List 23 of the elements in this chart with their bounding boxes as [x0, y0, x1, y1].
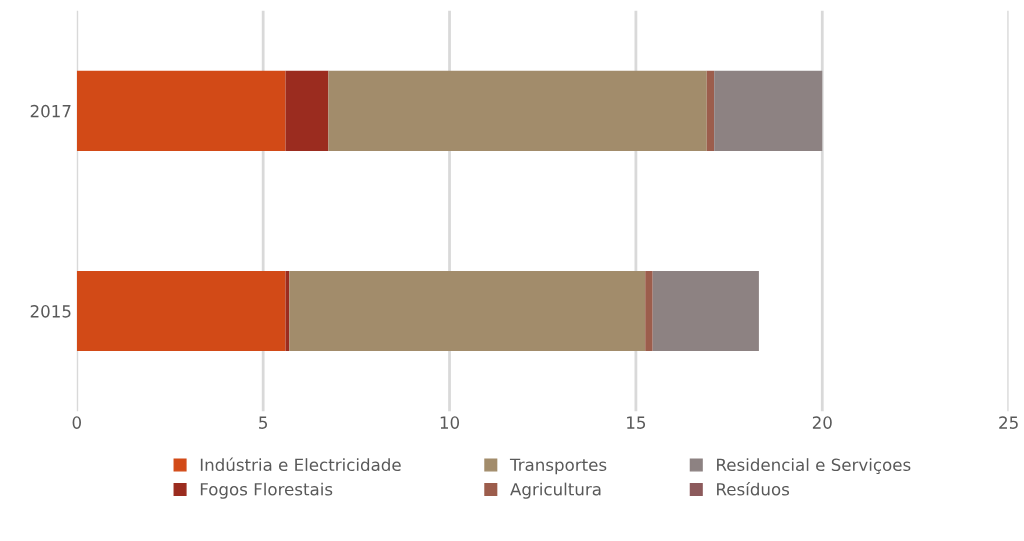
x-tick-label: 15	[627, 416, 646, 429]
bar	[652, 271, 759, 352]
x-tick-label: 0	[72, 416, 81, 429]
x-tick-label: 5	[259, 416, 268, 429]
bar	[328, 70, 707, 151]
x-tick-label: 10	[440, 416, 460, 429]
legend-label: Residencial e Serviçoes	[717, 458, 911, 475]
legend-label: Fogos Florestais	[200, 482, 333, 499]
legend-label: Indústria e Electricidade	[200, 457, 401, 472]
legend-label: Agricultura	[510, 482, 601, 499]
y-tick-label: 2017	[30, 104, 71, 118]
bar	[645, 271, 653, 352]
legend-label: Transportes	[509, 458, 607, 475]
bar	[76, 271, 286, 352]
bar	[714, 70, 823, 151]
legend-label: Resíduos	[717, 481, 790, 496]
y-tick-label: 2015	[30, 305, 71, 318]
bar	[289, 271, 646, 352]
bar	[285, 70, 329, 151]
x-tick-label: 20	[812, 416, 832, 429]
x-tick-label: 25	[999, 416, 1018, 429]
bar	[706, 70, 715, 151]
bar	[76, 70, 286, 151]
